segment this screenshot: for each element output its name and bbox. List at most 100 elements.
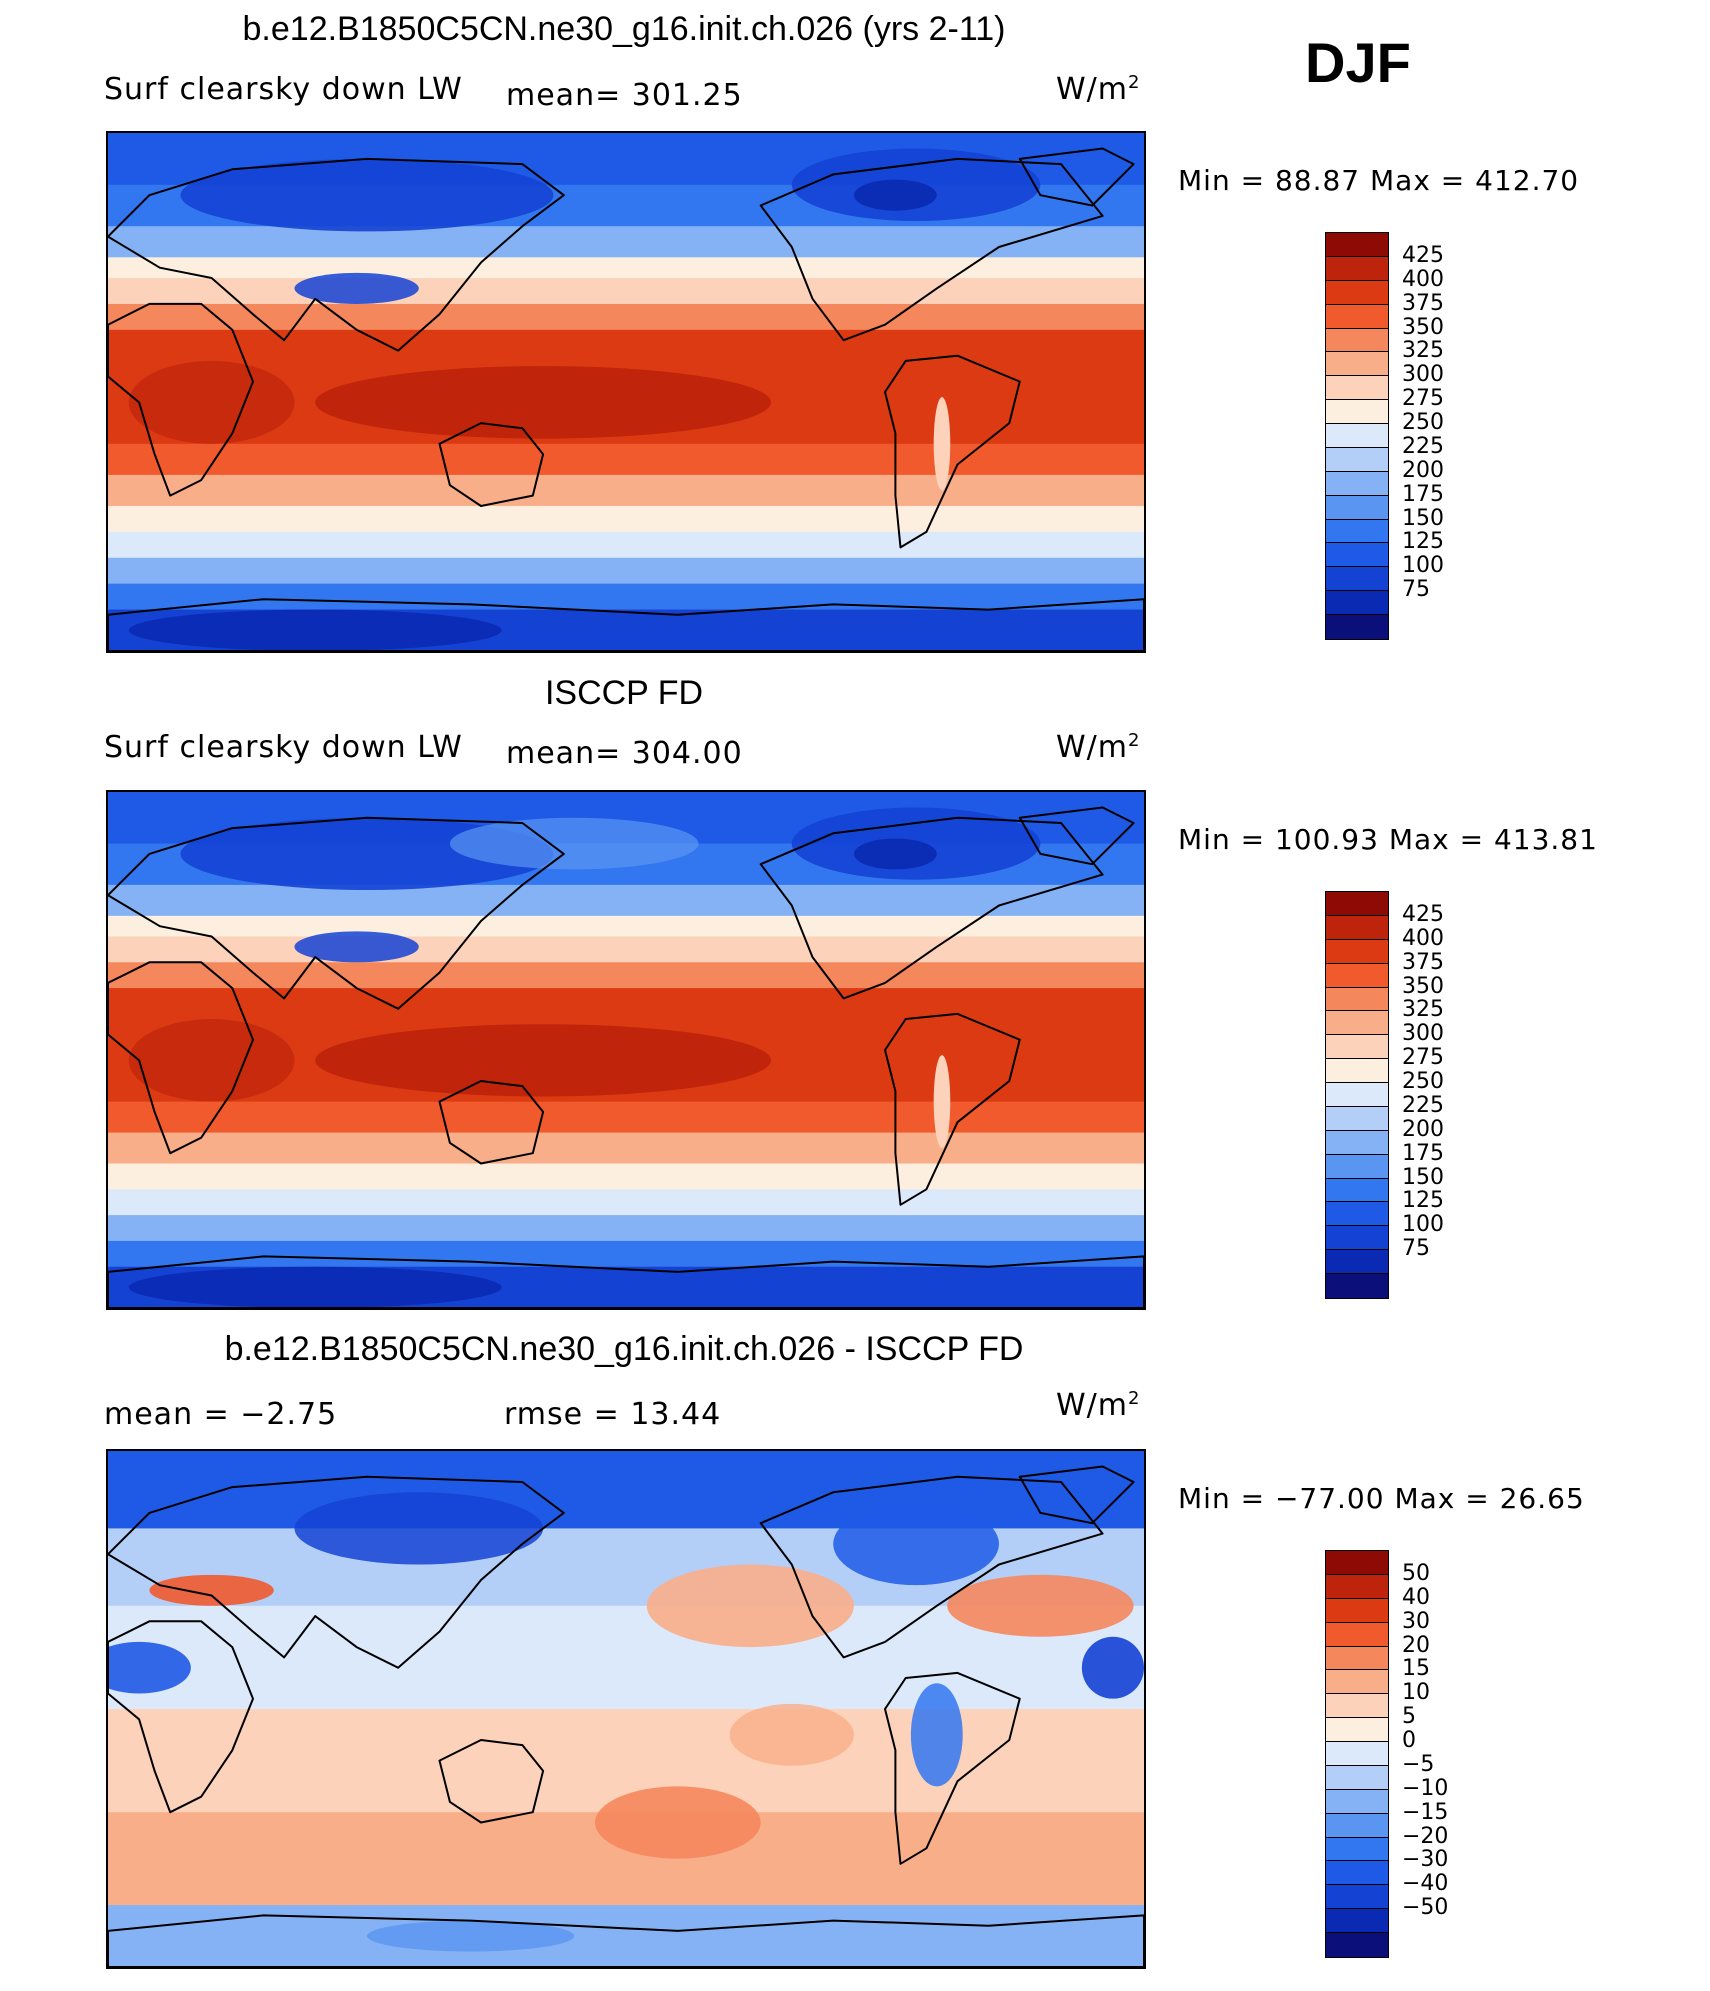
colorbar-swatch	[1326, 1765, 1388, 1790]
colorbar-swatch	[1326, 352, 1388, 377]
colorbar-tick-label: 100	[1402, 1212, 1444, 1238]
colorbar-swatch	[1326, 1274, 1388, 1298]
panel-2-units: W/m2	[1056, 730, 1141, 765]
colorbar-swatch	[1326, 1551, 1388, 1575]
season-label: DJF	[1305, 31, 1411, 94]
colorbar-swatch	[1326, 1250, 1388, 1274]
colorbar-swatch	[1326, 1646, 1388, 1671]
colorbar-tick-label: 125	[1402, 1188, 1444, 1214]
colorbar-swatch	[1326, 615, 1388, 639]
colorbar-tick-label: 300	[1402, 1021, 1444, 1047]
colorbar-tick-label: 15	[1402, 1656, 1430, 1682]
colorbar-swatch	[1326, 1574, 1388, 1599]
panel-2-variable-label: Surf clearsky down LW	[104, 730, 463, 765]
panel-2-minmax: Min = 100.93 Max = 413.81	[1178, 823, 1598, 856]
panel-3-colorbar	[1325, 1550, 1389, 1958]
colorbar-tick-label: 100	[1402, 553, 1444, 579]
colorbar-swatch	[1326, 1694, 1388, 1719]
colorbar-swatch	[1326, 256, 1388, 281]
panel-1-map	[106, 131, 1146, 653]
colorbar-tick-label: 200	[1402, 1116, 1444, 1142]
colorbar-tick-label: −50	[1402, 1895, 1449, 1921]
colorbar-tick-label: 10	[1402, 1680, 1430, 1706]
colorbar-tick-label: 125	[1402, 529, 1444, 555]
colorbar-swatch	[1326, 1813, 1388, 1838]
colorbar-swatch	[1326, 424, 1388, 448]
colorbar-swatch	[1326, 892, 1388, 916]
colorbar-swatch	[1326, 1130, 1388, 1155]
colorbar-swatch	[1326, 1670, 1388, 1695]
colorbar-swatch	[1326, 591, 1388, 615]
colorbar-swatch	[1326, 1789, 1388, 1814]
colorbar-tick-label: −5	[1402, 1751, 1435, 1777]
panel-3-mean-label: mean = −2.75	[104, 1397, 338, 1432]
colorbar-tick-label: 375	[1402, 949, 1444, 975]
colorbar-tick-label: 225	[1402, 1092, 1444, 1118]
colorbar-tick-label: 400	[1402, 266, 1444, 292]
colorbar-tick-label: 300	[1402, 362, 1444, 388]
colorbar-tick-label: 150	[1402, 505, 1444, 531]
colorbar-swatch	[1326, 280, 1388, 305]
colorbar-swatch	[1326, 1083, 1388, 1107]
colorbar-tick-label: 30	[1402, 1608, 1430, 1634]
colorbar-swatch	[1326, 963, 1388, 988]
colorbar-swatch	[1326, 1861, 1388, 1886]
colorbar-tick-label: 200	[1402, 457, 1444, 483]
colorbar-swatch	[1326, 447, 1388, 472]
colorbar-tick-label: 20	[1402, 1632, 1430, 1658]
panel-1-mean-label: mean= 301.25	[506, 78, 743, 113]
colorbar-swatch	[1326, 1202, 1388, 1227]
colorbar-tick-label: −15	[1402, 1799, 1449, 1825]
colorbar-tick-label: 250	[1402, 410, 1444, 436]
panel-1-map-svg	[108, 133, 1144, 651]
colorbar-tick-label: 150	[1402, 1164, 1444, 1190]
panel-1-title: b.e12.B1850C5CN.ne30_g16.init.ch.026 (yr…	[242, 10, 1006, 48]
panel-2-title: ISCCP FD	[544, 674, 704, 712]
panel-1-variable-label: Surf clearsky down LW	[104, 72, 463, 107]
colorbar-swatch	[1326, 939, 1388, 964]
colorbar-tick-label: 250	[1402, 1069, 1444, 1095]
colorbar-tick-label: 75	[1402, 1236, 1430, 1262]
colorbar-swatch	[1326, 304, 1388, 329]
panel-2-map-svg	[108, 792, 1144, 1308]
colorbar-tick-label: 175	[1402, 481, 1444, 507]
colorbar-tick-label: 50	[1402, 1560, 1430, 1586]
panel-2-map	[106, 790, 1146, 1310]
panel-3-minmax: Min = −77.00 Max = 26.65	[1178, 1482, 1585, 1515]
colorbar-tick-label: 5	[1402, 1704, 1416, 1730]
colorbar-tick-label: 400	[1402, 925, 1444, 951]
colorbar-swatch	[1326, 495, 1388, 520]
colorbar-tick-label: 325	[1402, 997, 1444, 1023]
colorbar-tick-label: 375	[1402, 290, 1444, 316]
colorbar-tick-label: −30	[1402, 1847, 1449, 1873]
colorbar-tick-label: 425	[1402, 901, 1444, 927]
colorbar-tick-label: 0	[1402, 1728, 1416, 1754]
colorbar-swatch	[1326, 1226, 1388, 1251]
colorbar-tick-label: 325	[1402, 338, 1444, 364]
colorbar-swatch	[1326, 1598, 1388, 1623]
panel-1-colorbar	[1325, 232, 1389, 640]
colorbar-tick-label: 175	[1402, 1140, 1444, 1166]
colorbar-swatch	[1326, 1909, 1388, 1933]
panel-3-rmse-label: rmse = 13.44	[504, 1397, 722, 1432]
colorbar-tick-label: 275	[1402, 386, 1444, 412]
colorbar-tick-label: 350	[1402, 973, 1444, 999]
colorbar-swatch	[1326, 1718, 1388, 1742]
colorbar-tick-label: 225	[1402, 433, 1444, 459]
colorbar-swatch	[1326, 1011, 1388, 1036]
colorbar-tick-label: −10	[1402, 1775, 1449, 1801]
panel-3-map-svg	[108, 1451, 1144, 1967]
colorbar-swatch	[1326, 1178, 1388, 1203]
colorbar-swatch	[1326, 1742, 1388, 1766]
colorbar-swatch	[1326, 1933, 1388, 1957]
colorbar-swatch	[1326, 471, 1388, 496]
panel-3-title: b.e12.B1850C5CN.ne30_g16.init.ch.026 - I…	[224, 1330, 1024, 1368]
panel-1-minmax: Min = 88.87 Max = 412.70	[1178, 164, 1580, 197]
colorbar-swatch	[1326, 328, 1388, 353]
colorbar-swatch	[1326, 1154, 1388, 1179]
colorbar-tick-label: 275	[1402, 1045, 1444, 1071]
colorbar-swatch	[1326, 1059, 1388, 1083]
colorbar-swatch	[1326, 400, 1388, 424]
colorbar-swatch	[1326, 1837, 1388, 1862]
colorbar-tick-label: 40	[1402, 1584, 1430, 1610]
